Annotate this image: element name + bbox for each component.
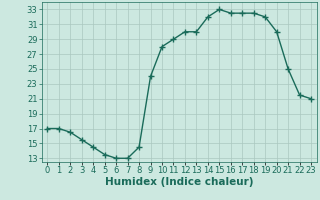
X-axis label: Humidex (Indice chaleur): Humidex (Indice chaleur) [105,177,253,187]
